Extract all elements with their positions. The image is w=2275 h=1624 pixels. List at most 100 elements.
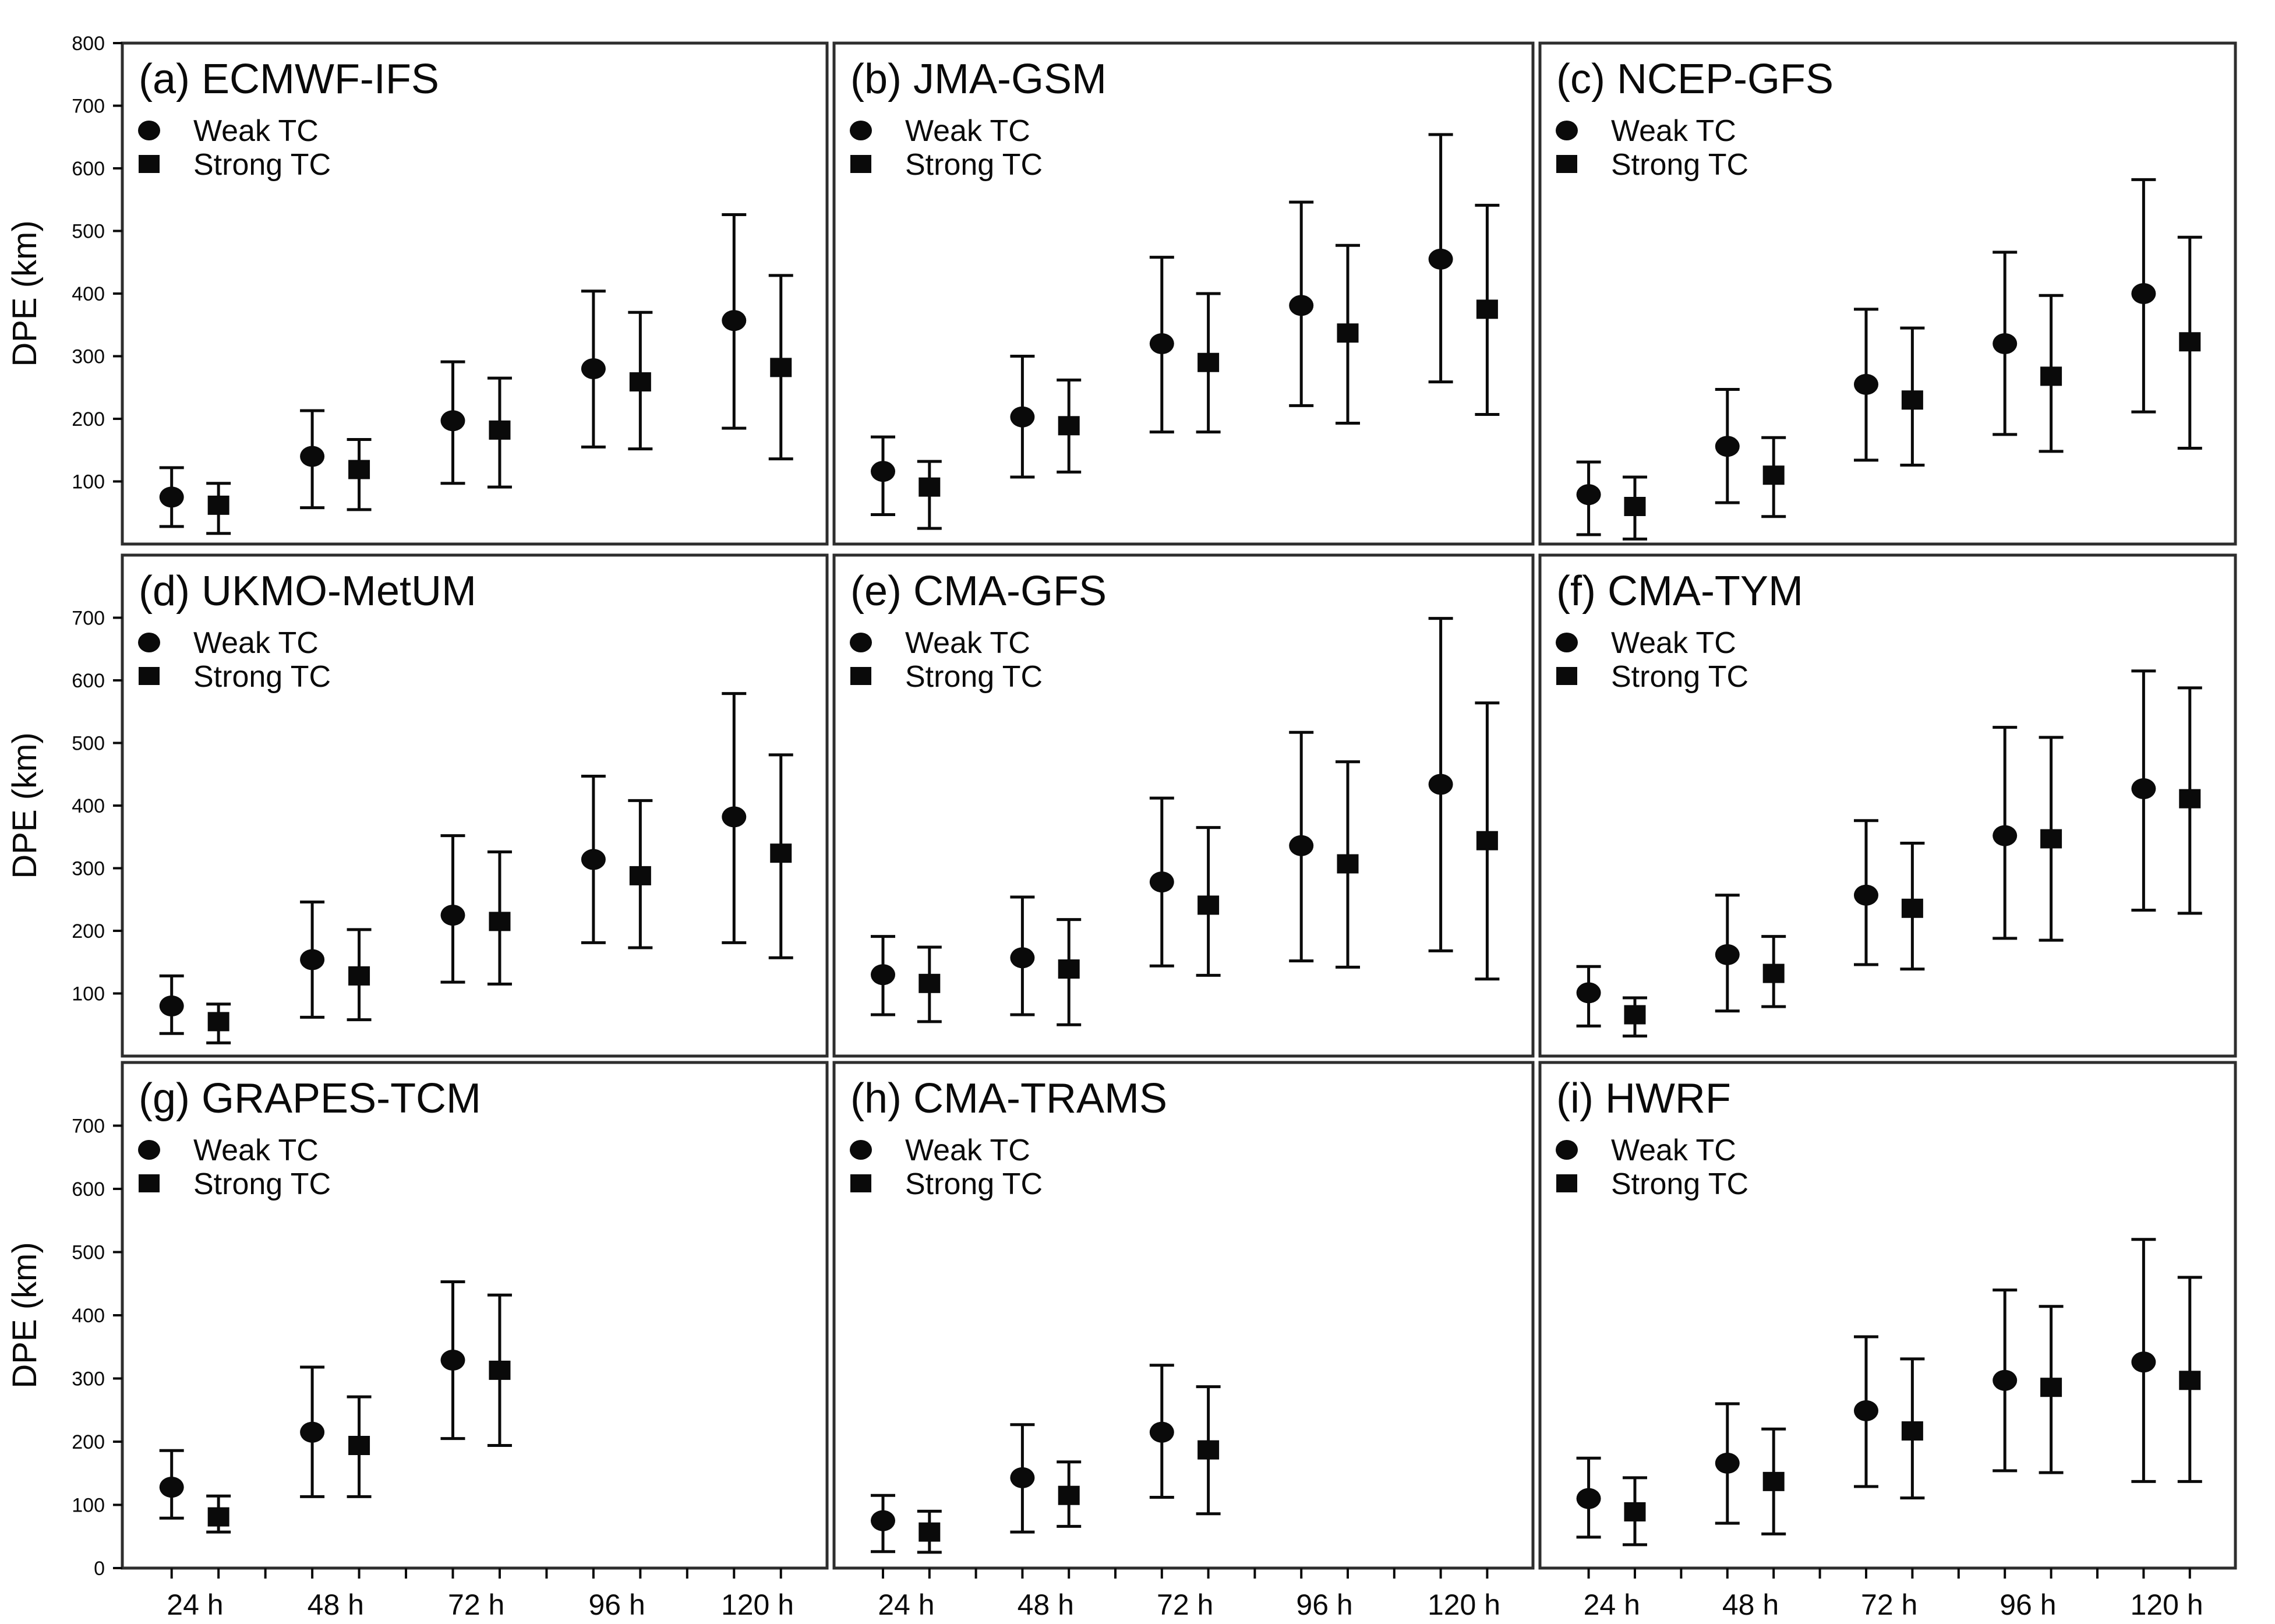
panel-d-strong-point-48h — [347, 928, 372, 1022]
panel-i-strong-point-72h — [1900, 1357, 1925, 1500]
panel-f-strong-point-48h — [1761, 935, 1786, 1008]
panel-e-strong-point-120h — [1475, 701, 1500, 981]
circle-marker — [1289, 295, 1314, 316]
panel-b-strong-point-48h — [1057, 378, 1082, 474]
panel-title-e: (e) CMA-GFS — [850, 568, 1107, 615]
circle-marker — [159, 486, 184, 508]
circle-marker — [2131, 1351, 2156, 1373]
y-tick-label-500: 500 — [72, 1242, 105, 1264]
legend-strong-square-icon — [850, 667, 871, 685]
y-tick-label-500: 500 — [72, 221, 105, 243]
circle-marker — [581, 849, 606, 870]
circle-marker — [1149, 1421, 1174, 1443]
panel-c-weak-point-72h — [1853, 308, 1878, 462]
circle-marker — [440, 410, 465, 432]
legend-weak-circle-icon — [850, 1140, 872, 1160]
panel-a-weak-point-120h — [722, 213, 747, 430]
square-marker — [348, 966, 370, 986]
panel-i-strong-point-24h — [1622, 1476, 1647, 1547]
y-tick-label-700: 700 — [72, 1115, 105, 1138]
legend-weak-label: Weak TC — [193, 1134, 319, 1167]
panel-e-weak-point-72h — [1149, 796, 1174, 968]
legend-strong-label: Strong TC — [1611, 1167, 1748, 1201]
panel-h-weak-point-24h — [871, 1494, 895, 1554]
y-tick-label-100: 100 — [72, 471, 105, 493]
circle-marker — [2131, 778, 2156, 799]
panel-a-strong-point-48h — [347, 437, 372, 511]
panel-c-weak-point-24h — [1576, 460, 1601, 536]
legend-weak-circle-icon — [850, 633, 872, 652]
panel-c-strong-point-120h — [2177, 235, 2202, 450]
panel-f-strong-point-24h — [1622, 996, 1647, 1038]
square-marker — [207, 1012, 229, 1032]
y-tick-label-100: 100 — [72, 1495, 105, 1517]
x-tick-label-72h: 72 h — [448, 1588, 504, 1621]
y-tick-label-200: 200 — [72, 1431, 105, 1453]
x-tick-label-48h: 48 h — [1722, 1588, 1779, 1621]
square-marker — [770, 843, 792, 863]
panel-h-weak-point-72h — [1149, 1364, 1174, 1499]
panel-e-strong-point-96h — [1336, 760, 1360, 969]
circle-marker — [1010, 947, 1035, 969]
panel-f-weak-point-120h — [2131, 669, 2156, 912]
square-marker — [1476, 299, 1498, 319]
panel-f-strong-point-120h — [2177, 686, 2202, 915]
square-marker — [1197, 895, 1220, 915]
square-marker — [489, 420, 511, 440]
y-tick-label-200: 200 — [72, 408, 105, 430]
legend-strong-square-icon — [139, 1174, 160, 1192]
square-marker — [1762, 963, 1785, 983]
panel-e-strong-point-72h — [1196, 826, 1221, 977]
square-marker — [2179, 789, 2201, 809]
panel-d-strong-point-96h — [628, 799, 653, 949]
panel-f-strong-point-96h — [2039, 736, 2064, 942]
panel-c-strong-point-96h — [2039, 294, 2064, 453]
square-marker — [2040, 829, 2062, 849]
panel-d-strong-point-72h — [487, 850, 512, 986]
x-tick-label-120h: 120 h — [1428, 1588, 1500, 1621]
circle-marker — [871, 964, 895, 986]
circle-marker — [1853, 884, 1878, 906]
panel-a: 800 700 600 500 400 300 200 100 DPE (km) (a) ECMW… — [6, 33, 829, 546]
panel-a-weak-point-48h — [300, 409, 325, 510]
square-marker — [489, 1360, 511, 1380]
panel-g-weak-point-24h — [159, 1449, 184, 1520]
panel-g-strong-point-24h — [206, 1494, 231, 1534]
legend-weak-label: Weak TC — [905, 114, 1030, 148]
circle-marker — [1993, 1369, 2018, 1391]
panel-b-weak-point-72h — [1149, 256, 1174, 434]
legend-strong-square-icon — [139, 667, 160, 685]
panel-d-weak-point-48h — [300, 901, 325, 1019]
square-marker — [207, 1507, 229, 1527]
x-tick-label-24h: 24 h — [167, 1588, 223, 1621]
y-tick-label-300: 300 — [72, 858, 105, 880]
square-marker — [1476, 831, 1498, 850]
panel-i-weak-point-96h — [1993, 1288, 2018, 1473]
circle-marker — [871, 461, 895, 482]
legend-strong-label: Strong TC — [1611, 148, 1748, 182]
legend-weak-label: Weak TC — [1611, 626, 1736, 660]
y-tick-label-500: 500 — [72, 733, 105, 755]
panel-a-strong-point-120h — [768, 274, 793, 461]
y-tick-label-400: 400 — [72, 1305, 105, 1327]
panel-a-strong-point-72h — [487, 376, 512, 489]
legend-weak-circle-icon — [1556, 633, 1578, 652]
circle-marker — [1853, 373, 1878, 395]
legend-weak-circle-icon — [1556, 121, 1578, 140]
y-tick-label-0: 0 — [94, 1558, 105, 1580]
y-tick-label-100: 100 — [72, 983, 105, 1005]
x-tick-label-120h: 120 h — [721, 1588, 794, 1621]
x-tick-label-120h: 120 h — [2131, 1588, 2203, 1621]
panel-c-weak-point-48h — [1715, 387, 1740, 504]
panel-f-weak-point-72h — [1853, 819, 1878, 966]
circle-marker — [440, 905, 465, 926]
panel-b-weak-point-120h — [1428, 133, 1453, 384]
circle-marker — [1993, 333, 2018, 354]
panel-i: 24 h 48 h 72 h 96 h 120 h (i) HWRF Weak TCStro… — [1538, 1061, 2237, 1621]
circle-marker — [1149, 333, 1174, 354]
panel-a-strong-point-96h — [628, 310, 653, 451]
legend-weak-circle-icon — [138, 121, 160, 140]
panel-e-frame — [832, 553, 1535, 1058]
legend-strong-label: Strong TC — [193, 660, 331, 694]
